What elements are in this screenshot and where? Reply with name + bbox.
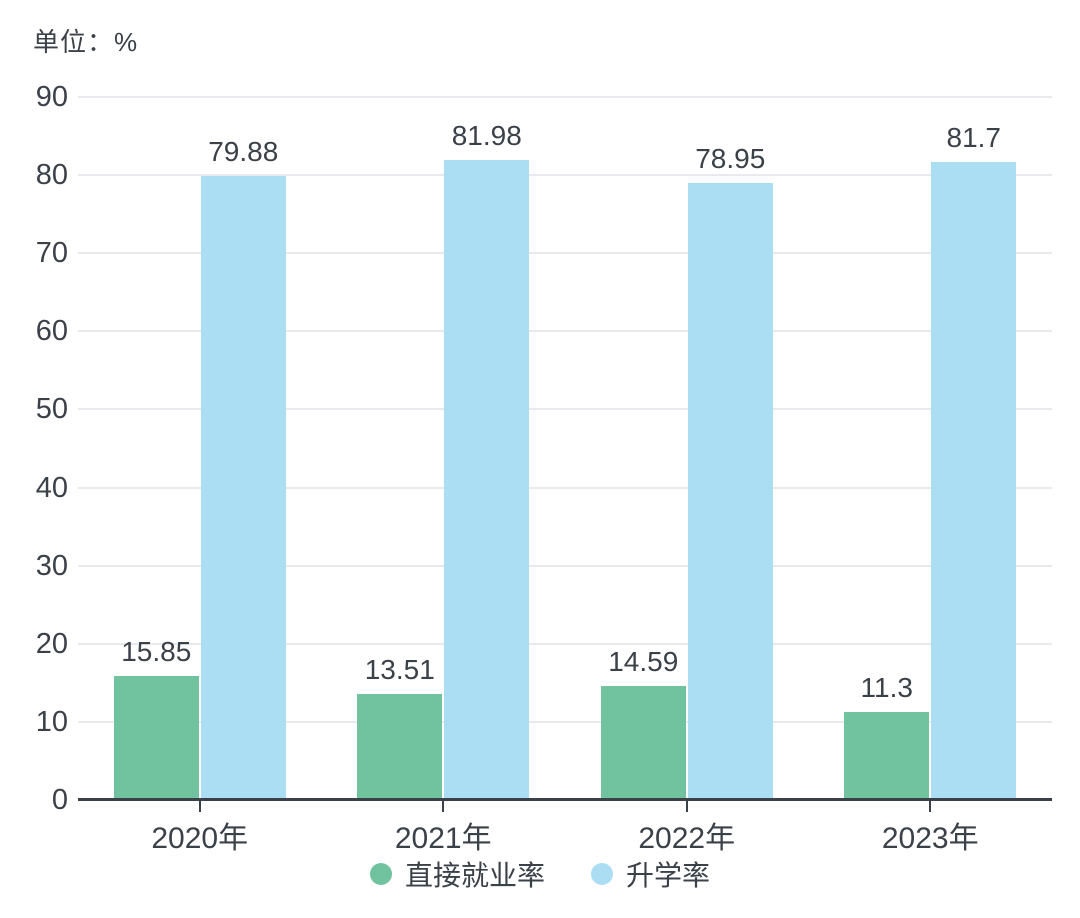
gridline-10 [78, 720, 1052, 723]
value-label: 13.51 [364, 654, 435, 686]
gridline-80 [78, 174, 1052, 177]
x-axis-tick [685, 801, 688, 812]
bar-enrollment-2020年 [200, 176, 286, 800]
value-label: 81.98 [451, 119, 522, 151]
y-axis-tick-label: 30 [35, 549, 68, 582]
value-label: 81.7 [946, 121, 1002, 153]
bar-employment-2022年 [600, 686, 686, 800]
gridline-60 [78, 330, 1052, 333]
x-axis-tick [442, 801, 445, 812]
y-axis-tick-label: 90 [35, 81, 68, 113]
value-label: 78.95 [695, 143, 766, 175]
x-axis-tick [198, 801, 201, 812]
legend-item-enrollment[interactable]: 升学率 [591, 854, 710, 894]
unit-label: 单位：% [33, 27, 139, 57]
y-axis-tick-label: 10 [35, 705, 68, 738]
y-axis-tick-label: 20 [35, 627, 68, 660]
value-label: 79.88 [208, 136, 279, 168]
blue-legend-dot-icon [591, 863, 613, 885]
y-axis-tick-label: 80 [35, 159, 68, 192]
value-label: 11.3 [860, 671, 913, 703]
gridline-90 [78, 96, 1052, 98]
y-axis-tick-label: 50 [35, 393, 68, 426]
value-label: 14.59 [608, 646, 679, 678]
y-axis-tick-label: 60 [35, 315, 68, 348]
bar-employment-2023年 [844, 711, 930, 800]
gridline-20 [78, 642, 1052, 645]
x-axis-category-label: 2021年 [394, 822, 492, 855]
bar-enrollment-2022年 [687, 183, 773, 800]
y-axis-tick-label: 40 [35, 471, 68, 504]
bar-employment-2020年 [113, 676, 199, 800]
gridline-40 [78, 486, 1052, 489]
x-axis-tick [929, 801, 932, 812]
bar-employment-2021年 [357, 694, 443, 800]
legend: 直接就业率 升学率 [0, 854, 1080, 894]
gridline-70 [78, 252, 1052, 255]
bar-enrollment-2021年 [444, 159, 530, 800]
y-axis-tick-label: 0 [51, 784, 68, 816]
x-axis-category-label: 2022年 [638, 822, 736, 855]
y-axis-tick-label: 70 [35, 237, 68, 270]
x-axis-category-label: 2023年 [881, 822, 979, 855]
legend-item-employment[interactable]: 直接就业率 [369, 854, 545, 894]
gridline-50 [78, 408, 1052, 411]
gridline-30 [78, 564, 1052, 567]
value-label: 15.85 [121, 636, 192, 668]
bar-enrollment-2023年 [931, 161, 1017, 800]
green-legend-dot-icon [369, 863, 392, 885]
legend-label: 直接就业率 [404, 860, 545, 891]
x-axis-category-label: 2020年 [151, 822, 249, 855]
legend-label: 升学率 [626, 860, 711, 891]
x-axis-line [78, 798, 1052, 801]
